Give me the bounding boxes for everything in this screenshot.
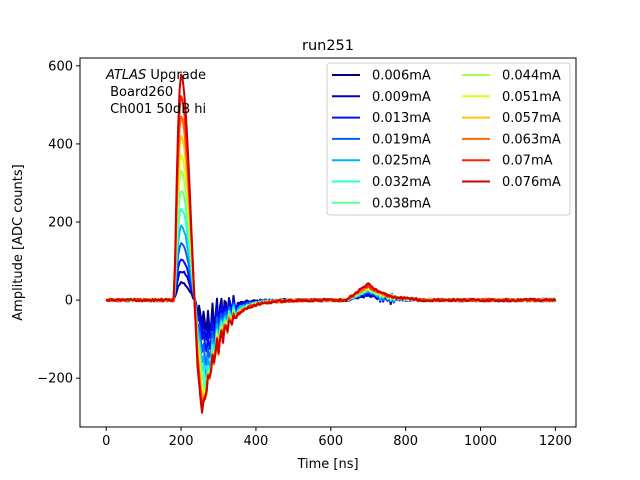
legend-items: 0.006mA 0.009mA 0.013mA 0.019mA 0.025mA 0.032… [332, 69, 561, 211]
plot-frame [79, 57, 577, 428]
x-tick-label: 800 [393, 434, 418, 449]
atlas-label: ATLAS Upgrade [105, 68, 206, 83]
legend-label: 0.07mA [502, 154, 553, 169]
legend: 0.006mA 0.009mA 0.013mA 0.019mA 0.025mA 0.032… [326, 62, 571, 216]
y-tick-label: 200 [48, 216, 73, 231]
atlas-label-suffix: Upgrade [146, 68, 206, 83]
legend-label: 0.025mA [372, 154, 431, 169]
legend-label: 0.009mA [372, 90, 431, 105]
legend-label: 0.032mA [372, 175, 431, 190]
y-tick-label: −200 [37, 372, 73, 387]
legend-label: 0.038mA [372, 196, 431, 211]
x-tick-label: 200 [169, 434, 194, 449]
series-line-0.076mA [105, 73, 557, 414]
legend-box [326, 62, 571, 216]
atlas-label-prefix: ATLAS [105, 68, 146, 83]
series-layer [105, 73, 557, 414]
legend-label: 0.019mA [372, 132, 431, 147]
legend-label: 0.057mA [502, 111, 561, 126]
series-line-0.019mA [105, 242, 557, 366]
legend-label: 0.051mA [502, 90, 561, 105]
x-axis: 0 200 400 600 800 1000 1200 [102, 427, 572, 449]
y-tick-label: 600 [48, 59, 73, 74]
x-tick-label: 1000 [464, 434, 497, 449]
x-tick-label: 600 [318, 434, 343, 449]
legend-label: 0.063mA [502, 132, 561, 147]
chart-title: run251 [302, 38, 354, 54]
x-axis-label: Time [ns] [296, 457, 358, 472]
legend-label: 0.006mA [372, 69, 431, 84]
y-tick-label: 400 [48, 137, 73, 152]
y-axis: −200 0 200 400 600 [37, 59, 80, 387]
x-tick-label: 0 [102, 434, 110, 449]
y-axis-label: Amplitude [ADC counts] [11, 164, 26, 320]
legend-label: 0.044mA [502, 69, 561, 84]
legend-label: 0.013mA [372, 111, 431, 126]
legend-label: 0.076mA [502, 175, 561, 190]
x-tick-label: 400 [244, 434, 269, 449]
y-tick-label: 0 [65, 294, 73, 309]
x-tick-label: 1200 [539, 434, 572, 449]
board-label: Board260 [106, 85, 173, 100]
channel-label: Ch001 50dB hi [106, 102, 206, 117]
